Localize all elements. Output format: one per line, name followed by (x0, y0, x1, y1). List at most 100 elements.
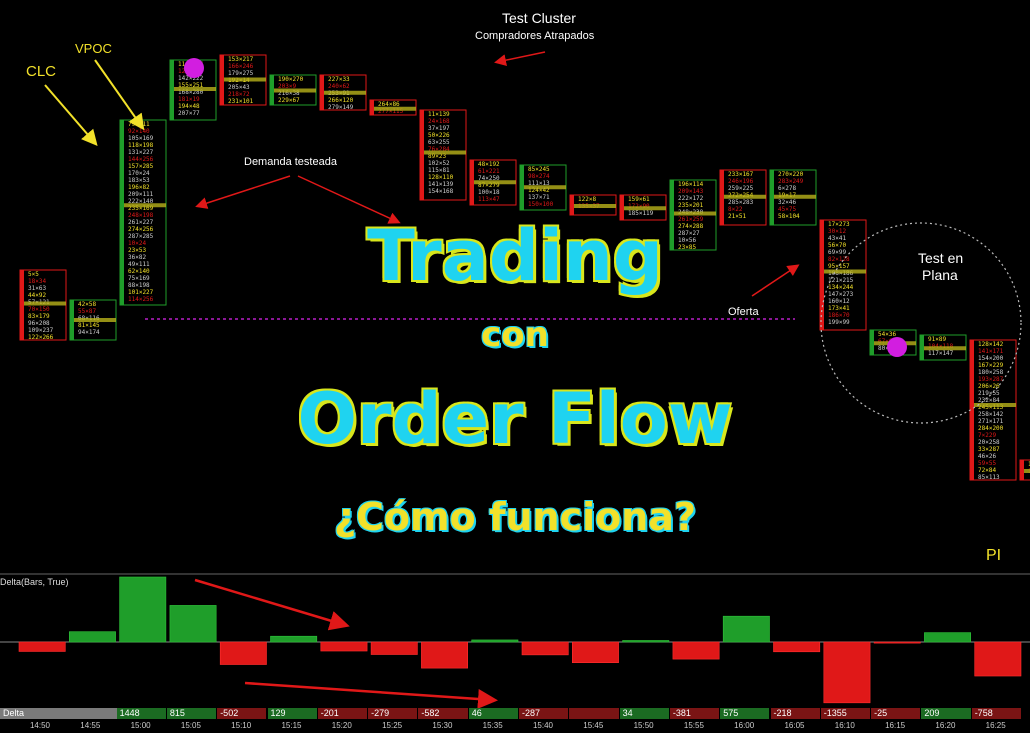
time-tick-label: 16:10 (834, 721, 855, 730)
footprint-cell: 196×114 (678, 181, 704, 188)
footprint-cell: 85×245 (528, 166, 550, 173)
footprint-cell: 134×244 (828, 284, 854, 291)
candle-body (920, 335, 924, 360)
delta-value-cell: 575 (720, 708, 770, 719)
footprint-cell: 117×147 (928, 350, 954, 357)
delta-bar (471, 639, 519, 643)
footprint-cell: 209×111 (128, 191, 154, 198)
title-trading: Trading (367, 215, 663, 297)
footprint-cell: 287×27 (678, 230, 700, 237)
delta-bar (571, 641, 619, 663)
time-tick-label: 14:50 (29, 721, 51, 730)
delta-value-cell: -381 (669, 708, 720, 719)
footprint-cell: 43×41 (828, 235, 846, 242)
time-tick-label: 15:00 (130, 721, 151, 730)
compradores-arrow (494, 51, 546, 67)
time-tick-label: 15:30 (432, 721, 453, 730)
oferta-label: Oferta (728, 306, 759, 318)
footprint-candle: 153×217166×246179×275192×14205×43218×722… (219, 54, 267, 106)
delta-value-cell: -1355 (820, 708, 871, 719)
candle-body (20, 270, 24, 340)
footprint-cell: 54×36 (878, 331, 896, 338)
footprint-cell: 157×285 (128, 163, 154, 170)
footprint-cell: 59×55 (978, 460, 996, 467)
delta-bar (219, 641, 267, 665)
footprint-cell: 122×266 (28, 334, 54, 341)
footprint-cell: 258×142 (978, 411, 1004, 418)
candle-poc-highlight (774, 194, 816, 199)
candle-body (70, 300, 74, 340)
delta-value-cell: -201 (317, 708, 368, 719)
footprint-cell: 285×283 (728, 199, 754, 206)
candle-body (720, 170, 724, 225)
delta-value-cell: 815 (166, 708, 217, 719)
footprint-cell: 17×273 (828, 221, 850, 228)
title-como-funciona: ¿Cómo funciona? (333, 495, 696, 539)
candles-layer: 5×518×3431×6344×9257×12170×15083×17996×2… (19, 54, 1030, 481)
candle-body (970, 340, 974, 480)
footprint-cell: 61×221 (478, 168, 500, 175)
footprint-cell: 118×198 (128, 142, 154, 149)
candle-body (170, 60, 174, 120)
delta-bar (672, 641, 720, 660)
footprint-cell: 24×168 (428, 118, 450, 125)
candle-body (420, 110, 424, 200)
footprint-cell: 121×215 (828, 277, 854, 284)
candle-poc-highlight (74, 318, 116, 322)
footprint-cell: 279×149 (328, 104, 354, 111)
footprint-cell: 10×24 (128, 240, 146, 247)
footprint-cell: 36×82 (128, 254, 146, 261)
footprint-cell: 277×115 (378, 108, 404, 115)
footprint-cell: 69×99 (828, 249, 846, 256)
delta-panel-title: Delta(Bars, True) (0, 577, 69, 587)
footprint-cell: 170×24 (128, 170, 150, 177)
footprint-cell: 55×87 (78, 308, 96, 315)
footprint-candle: 11×13924×16837×19750×22663×25576×28489×2… (419, 109, 467, 201)
demanda-label: Demanda testeada (244, 156, 337, 168)
footprint-cell: 222×140 (128, 198, 154, 205)
time-tick-label: 16:25 (985, 721, 1006, 730)
footprint-cell: 155×251 (178, 82, 204, 89)
time-tick-label: 16:05 (784, 721, 805, 730)
poc-marker-2 (887, 337, 907, 357)
footprint-cell: 18×34 (28, 278, 46, 285)
footprint-candle: 159×61172×90185×119 (619, 194, 667, 221)
test-plana-circle (820, 222, 1022, 424)
footprint-cell: 10×56 (678, 237, 696, 244)
footprint-candle: 17×27330×1243×4156×7069×9982×12895×15710… (819, 219, 867, 331)
footprint-cell: 246×196 (728, 178, 754, 185)
footprint-cell: 209×143 (678, 188, 704, 195)
footprint-cell: 173×41 (828, 305, 850, 312)
delta-bar (521, 641, 569, 656)
footprint-cell: 111×13 (528, 180, 550, 187)
footprint-cell: 91×89 (928, 336, 946, 343)
time-tick-label: 15:10 (231, 721, 252, 730)
delta-bar (823, 641, 871, 704)
footprint-candle: 122×8135×37 (569, 194, 617, 216)
footprint-cell: 128×110 (428, 174, 454, 181)
footprint-cell: 95×157 (828, 263, 850, 270)
footprint-cell: 218×72 (228, 91, 250, 98)
footprint-cell: 219×55 (978, 390, 1000, 397)
footprint-cell: 30×12 (828, 228, 846, 235)
candle-outline (819, 219, 867, 331)
footprint-cell: 8×22 (728, 206, 743, 213)
footprint-candle: 233×167246×196259×225272×254285×2838×222… (719, 169, 767, 226)
footprint-candle: 196×114209×143222×172235×201248×230261×2… (669, 179, 717, 251)
time-tick-label: 16:00 (734, 721, 755, 730)
delta-value-cell: 34 (619, 708, 669, 719)
footprint-cell: 166×246 (228, 63, 254, 70)
delta-value-cell: 209 (921, 708, 971, 719)
footprint-cell: 203×9 (278, 83, 296, 90)
footprint-cell: 190×270 (278, 76, 304, 83)
footprint-cell: 287×285 (128, 233, 154, 240)
footprint-cell: 122×8 (578, 196, 596, 203)
footprint-candle: 91×89104×118117×147 (919, 334, 967, 361)
footprint-cell: 199×99 (828, 319, 850, 326)
footprint-cell: 46×26 (978, 453, 996, 460)
footprint-cell: 270×220 (778, 171, 804, 178)
title-con: con (481, 315, 549, 355)
